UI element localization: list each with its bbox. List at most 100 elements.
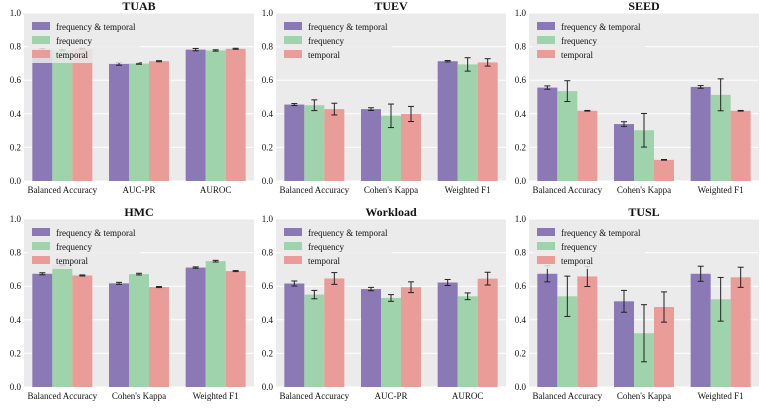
y-tick-label: 0.4 xyxy=(515,109,527,119)
bar-frequency-temporal xyxy=(690,273,711,387)
bar-temporal xyxy=(730,277,751,387)
x-tick-label: Cohen's Kappa xyxy=(112,391,166,401)
bar-frequency xyxy=(710,94,731,181)
y-tick-label: 0.0 xyxy=(515,176,527,186)
y-tick-label: 0.0 xyxy=(10,176,22,186)
chart-title: Workload xyxy=(365,205,417,219)
bar-frequency xyxy=(557,91,578,181)
x-tick-label: Balanced Accuracy xyxy=(532,391,602,401)
legend-box xyxy=(533,17,645,63)
bar-frequency-temporal xyxy=(437,282,458,387)
legend-swatch xyxy=(32,36,50,44)
chart-panel-seed: 0.0 0.2 0.4 0.6 0.8 1.0 SEED Balanced Accuracy C… xyxy=(515,0,759,195)
chart-title: HMC xyxy=(124,205,153,219)
y-tick-label: 1.0 xyxy=(10,8,22,18)
y-tick-label: 0.6 xyxy=(10,281,22,291)
bar-temporal xyxy=(654,307,674,387)
legend-swatch xyxy=(537,228,555,236)
y-tick-label: 0.4 xyxy=(515,315,527,325)
legend-swatch xyxy=(284,36,302,44)
bar-frequency-temporal xyxy=(284,283,305,387)
legend-label: temporal xyxy=(561,256,593,266)
y-tick-label: 0.8 xyxy=(515,248,527,258)
y-tick-label: 0.8 xyxy=(10,248,22,258)
bar-temporal xyxy=(225,271,246,387)
legend-box xyxy=(280,17,392,63)
y-tick-label: 0.8 xyxy=(262,248,274,258)
legend-swatch xyxy=(537,36,555,44)
bar-frequency xyxy=(52,50,73,182)
legend-label: temporal xyxy=(561,50,593,60)
x-tick-label: Balanced Accuracy xyxy=(27,185,97,195)
bar-temporal xyxy=(401,113,421,181)
x-tick-label: Weighted F1 xyxy=(698,185,744,195)
bar-temporal xyxy=(324,109,345,181)
y-tick-label: 0.2 xyxy=(262,142,273,152)
legend-label: frequency & temporal xyxy=(561,228,641,238)
bar-temporal xyxy=(477,278,498,387)
legend-swatch xyxy=(284,228,302,236)
y-tick-label: 0.0 xyxy=(262,176,274,186)
y-tick-label: 0.4 xyxy=(10,315,22,325)
y-tick-label: 0.6 xyxy=(262,281,274,291)
y-tick-label: 0.8 xyxy=(515,42,527,52)
bar-frequency xyxy=(457,296,478,387)
legend-swatch xyxy=(537,256,555,264)
chart-panel-tusl: 0.0 0.2 0.4 0.6 0.8 1.0 TUSL Balanced Accuracy C… xyxy=(515,205,759,401)
legend-swatch xyxy=(32,50,50,58)
bar-frequency-temporal xyxy=(537,273,558,387)
legend-label: frequency & temporal xyxy=(561,22,641,32)
chart-title: TUEV xyxy=(374,0,408,13)
y-tick-label: 0.0 xyxy=(10,382,22,392)
legend: frequency & temporal frequency temporal xyxy=(28,17,140,63)
y-tick-label: 0.8 xyxy=(262,42,274,52)
x-tick-label: Balanced Accuracy xyxy=(279,391,349,401)
x-tick-label: Cohen's Kappa xyxy=(617,391,671,401)
legend-swatch xyxy=(32,256,50,264)
bar-temporal xyxy=(654,159,674,181)
legend-swatch xyxy=(32,228,50,236)
y-tick-label: 0.2 xyxy=(10,142,21,152)
bar-temporal xyxy=(149,287,169,387)
legend-label: temporal xyxy=(308,256,340,266)
y-tick-label: 0.6 xyxy=(515,281,527,291)
bar-temporal xyxy=(577,276,598,387)
y-tick-label: 0.2 xyxy=(10,348,21,358)
legend-label: frequency xyxy=(56,36,92,46)
legend-label: frequency xyxy=(56,242,92,252)
chart-panel-tuev: 0.0 0.2 0.4 0.6 0.8 1.0 TUEV Balanced Accuracy C… xyxy=(262,0,506,195)
bar-frequency xyxy=(304,105,325,181)
x-tick-label: Weighted F1 xyxy=(698,391,744,401)
y-tick-label: 1.0 xyxy=(515,8,527,18)
x-tick-label: Cohen's Kappa xyxy=(364,185,418,195)
bar-frequency xyxy=(381,297,401,387)
y-tick-label: 0.2 xyxy=(262,348,273,358)
y-tick-label: 0.4 xyxy=(262,109,274,119)
x-tick-label: AUROC xyxy=(452,391,484,401)
legend: frequency & temporal frequency temporal xyxy=(28,223,140,269)
legend-label: temporal xyxy=(308,50,340,60)
y-tick-label: 0.0 xyxy=(262,382,274,392)
legend-swatch xyxy=(32,242,50,250)
legend-swatch xyxy=(537,22,555,30)
bar-temporal xyxy=(730,110,751,181)
legend-swatch xyxy=(32,22,50,30)
legend-swatch xyxy=(284,50,302,58)
y-tick-label: 0.0 xyxy=(515,382,527,392)
chart-title: TUSL xyxy=(628,205,659,219)
y-tick-label: 0.4 xyxy=(10,109,22,119)
x-tick-label: Weighted F1 xyxy=(193,391,239,401)
y-tick-label: 1.0 xyxy=(10,214,22,224)
bar-frequency xyxy=(205,261,226,387)
legend-label: frequency xyxy=(308,242,344,252)
legend-label: frequency xyxy=(561,36,597,46)
bar-frequency xyxy=(457,64,478,181)
y-tick-label: 0.6 xyxy=(515,75,527,85)
x-tick-label: Cohen's Kappa xyxy=(617,185,671,195)
legend-box xyxy=(28,223,140,269)
bar-temporal xyxy=(577,110,598,181)
bar-temporal xyxy=(72,275,93,387)
chart-title: SEED xyxy=(628,0,660,13)
legend-label: temporal xyxy=(56,50,88,60)
